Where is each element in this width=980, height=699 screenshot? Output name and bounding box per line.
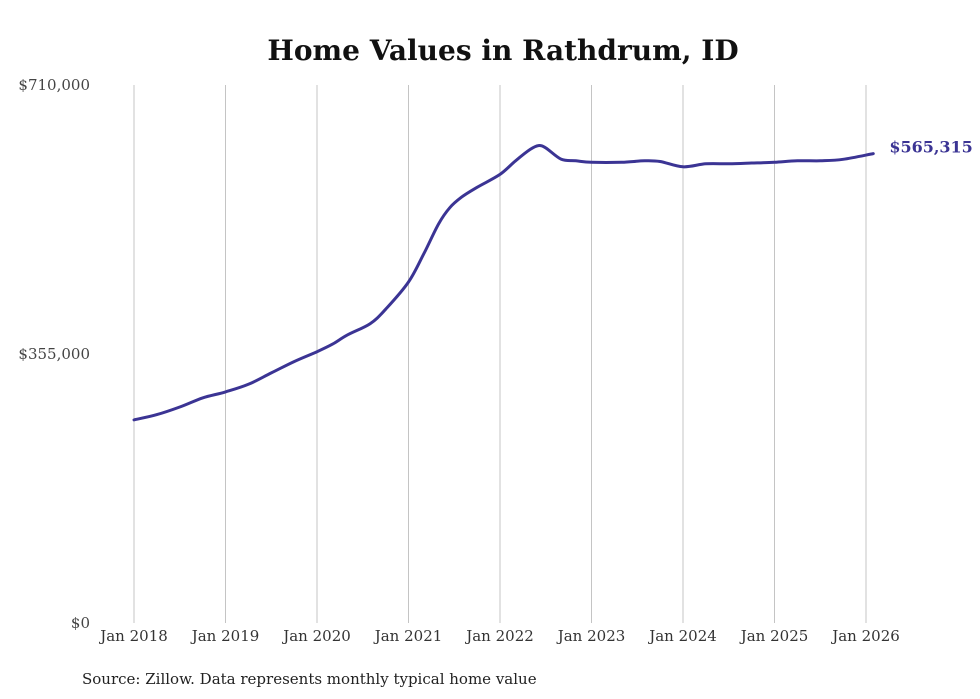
x-tick-label: Jan 2019 [190,627,260,645]
vertical-gridlines [133,85,867,623]
y-axis-ticks: $0 $355,000 $710,000 [18,76,90,632]
last-value-label: $565,315 [889,138,973,157]
x-tick-label: Jan 2023 [556,627,626,645]
x-tick-label: Jan 2022 [464,627,534,645]
source-note: Source: Zillow. Data represents monthly … [82,670,537,688]
y-tick-label: $710,000 [18,76,90,94]
chart-title: Home Values in Rathdrum, ID [267,34,738,67]
x-tick-label: Jan 2024 [647,627,717,645]
x-tick-label: Jan 2018 [98,627,168,645]
x-tick-label: Jan 2020 [281,627,351,645]
home-value-line [132,144,875,422]
x-tick-label: Jan 2021 [373,627,443,645]
x-tick-label: Jan 2026 [830,627,900,645]
y-tick-label: $355,000 [18,345,90,363]
x-axis-ticks: Jan 2018 Jan 2019 Jan 2020 Jan 2021 Jan 2022… [98,627,900,645]
y-tick-label: $0 [71,614,90,632]
x-tick-label: Jan 2025 [739,627,809,645]
